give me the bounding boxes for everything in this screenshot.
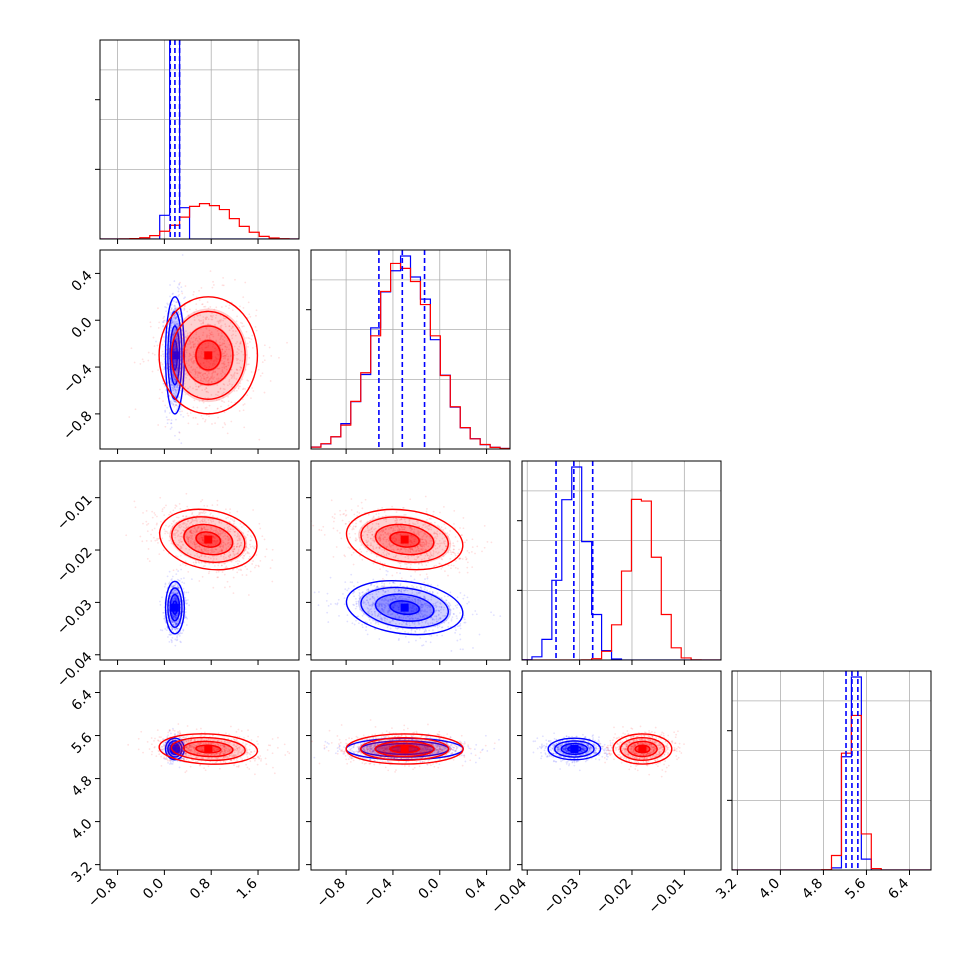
panel-p3-p4 <box>517 671 721 875</box>
peak-red <box>638 745 646 753</box>
y-tick-label-p3: −0.02 <box>54 544 96 586</box>
y-tick-label-p4: 4.0 <box>69 816 96 843</box>
x-tick-label-p4: 3.2 <box>713 876 740 903</box>
x-tick-label-p3: −0.01 <box>646 876 688 918</box>
peak-blue <box>401 604 409 612</box>
x-tick-label-p2: −0.4 <box>360 875 395 910</box>
x-tick-label-p4: 4.0 <box>756 876 783 903</box>
panel-p1-p4 <box>95 671 299 875</box>
panel-p1-p3 <box>95 461 299 665</box>
x-tick-label-p3: −0.03 <box>541 876 583 918</box>
x-tick-label-p4: 4.8 <box>799 876 826 903</box>
panel-p1-p2 <box>95 250 299 479</box>
x-tick-label-p3: −0.04 <box>488 875 530 917</box>
x-tick-label-p3: −0.02 <box>593 876 635 918</box>
y-tick-label-p2: 0.4 <box>69 268 96 295</box>
x-tick-label-p4: 6.4 <box>885 875 912 902</box>
hist-panel-p4 <box>727 671 931 875</box>
y-tick-label-p4: 6.4 <box>69 687 96 714</box>
panel-p2-p3 <box>298 461 510 665</box>
x-tick-label-p4: 5.6 <box>842 875 869 902</box>
x-tick-label-p2: −0.8 <box>314 876 349 911</box>
x-tick-label-p1: 0.0 <box>140 876 167 903</box>
y-tick-label-p2: −0.8 <box>60 408 95 443</box>
x-tick-label-p1: −0.8 <box>85 876 120 911</box>
x-tick-label-p2: 0.4 <box>462 875 489 902</box>
panel-p1-p4-bg <box>100 671 299 870</box>
y-tick-label-p3: −0.03 <box>54 597 96 639</box>
hist-panel-p1 <box>95 0 299 244</box>
hist-panel-p3 <box>517 461 721 665</box>
y-tick-label-p4: 3.2 <box>69 859 96 886</box>
x-tick-label-p1: 0.8 <box>187 876 214 903</box>
peak-red <box>204 351 212 359</box>
hist-panel-p2 <box>306 250 510 454</box>
y-tick-label-p2: 0.0 <box>69 315 96 342</box>
y-tick-label-p3: −0.01 <box>54 492 96 534</box>
peak-red <box>401 536 409 544</box>
panel-p3-p4-bg <box>522 671 721 870</box>
peak-blue <box>171 604 179 612</box>
panel-p2-p4-bg <box>311 671 510 870</box>
panel-p2-p4 <box>306 671 510 875</box>
peak-red <box>401 745 409 753</box>
peak-red <box>204 536 212 544</box>
x-tick-label-p1: 1.6 <box>234 875 261 902</box>
peak-red <box>204 745 212 753</box>
y-tick-label-p4: 5.6 <box>69 730 96 757</box>
x-tick-label-p2: 0.0 <box>416 876 443 903</box>
y-tick-label-p3: −0.04 <box>54 649 96 691</box>
peak-blue <box>570 745 578 753</box>
y-tick-label-p2: −0.4 <box>60 361 95 396</box>
y-tick-label-p4: 4.8 <box>69 773 96 800</box>
